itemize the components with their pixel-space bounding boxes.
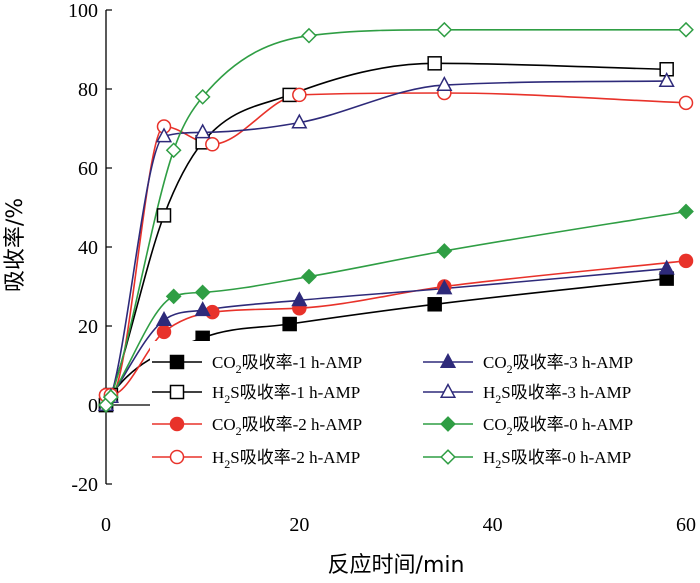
y-tick-label: 100 <box>68 0 98 22</box>
data-point-4-4 <box>291 291 308 307</box>
legend-label: CO2吸收率-3 h-AMP <box>483 353 633 376</box>
data-point-4-3 <box>194 301 211 317</box>
legend-label: H2S吸收率-1 h-AMP <box>212 383 360 406</box>
data-point-6-5 <box>436 243 453 259</box>
data-point-7-3 <box>194 89 211 105</box>
data-point-0-3 <box>282 316 297 332</box>
legend: CO2吸收率-1 h-AMP CO2吸收率-3 h-AMP H2S吸收率-1 h-A… <box>150 341 695 477</box>
data-point-2-2 <box>156 324 172 340</box>
legend-background <box>150 341 695 477</box>
data-point-5-3 <box>194 123 211 139</box>
data-point-7-2 <box>165 142 182 159</box>
data-point-3-6 <box>678 95 694 111</box>
legend-label: H2S吸收率-2 h-AMP <box>212 448 360 471</box>
legend-marker <box>169 384 185 400</box>
legend-marker <box>439 352 457 368</box>
legend-item: CO2吸收率-1 h-AMP <box>152 353 362 376</box>
data-point-7-1 <box>102 389 119 405</box>
data-point-1-2 <box>156 208 172 223</box>
legend-marker <box>169 416 185 432</box>
legend-marker <box>169 354 185 370</box>
data-point-6-2 <box>165 288 182 305</box>
data-point-4-6 <box>658 259 675 275</box>
legend-item: H2S吸收率-1 h-AMP <box>152 383 360 406</box>
plot-area <box>97 9 694 485</box>
data-point-5-4 <box>291 113 308 129</box>
y-tick-label: 80 <box>78 79 98 101</box>
legend-item: CO2吸收率-0 h-AMP <box>423 415 633 438</box>
legend-marker <box>440 449 456 465</box>
x-tick-label: 60 <box>676 514 696 536</box>
series-curve-2 <box>106 260 687 396</box>
data-point-0-4 <box>427 297 442 312</box>
data-point-5-6 <box>658 72 675 88</box>
legend-item: H2S吸收率-3 h-AMP <box>423 382 631 406</box>
data-point-6-6 <box>678 203 694 220</box>
y-tick-label: 40 <box>78 237 98 259</box>
series-curve-3 <box>106 92 687 396</box>
data-point-1-5 <box>427 56 442 71</box>
data-point-5-5 <box>436 75 453 91</box>
data-point-7-5 <box>436 21 453 38</box>
data-point-4-2 <box>155 311 173 327</box>
series-curve-5 <box>105 80 667 406</box>
legend-label: CO2吸收率-0 h-AMP <box>483 415 633 438</box>
data-point-6-3 <box>194 284 211 301</box>
x-tick-label: 0 <box>101 514 111 536</box>
data-point-6-4 <box>301 268 317 285</box>
y-tick-label: -20 <box>71 474 98 496</box>
data-point-7-6 <box>678 21 694 38</box>
legend-label: CO2吸收率-2 h-AMP <box>212 415 362 438</box>
data-point-3-3 <box>205 137 220 152</box>
x-tick-label: 20 <box>289 514 309 536</box>
legend-label: H2S吸收率-0 h-AMP <box>483 448 631 471</box>
data-point-7-4 <box>301 27 317 44</box>
data-point-2-6 <box>678 253 694 269</box>
legend-item: CO2吸收率-2 h-AMP <box>152 415 362 438</box>
legend-label: CO2吸收率-1 h-AMP <box>212 353 362 376</box>
data-point-5-2 <box>155 127 173 143</box>
y-tick-label: 60 <box>78 158 98 180</box>
legend-item: CO2吸收率-3 h-AMP <box>423 352 633 376</box>
legend-label: H2S吸收率-3 h-AMP <box>483 383 631 406</box>
series-curve-7 <box>105 28 686 406</box>
legend-item: H2S吸收率-2 h-AMP <box>152 448 360 471</box>
series-curve-6 <box>105 210 687 406</box>
data-markers <box>97 21 694 413</box>
legend-item: H2S吸收率-0 h-AMP <box>423 448 631 471</box>
legend-marker <box>169 449 185 465</box>
data-point-3-4 <box>292 87 307 103</box>
y-tick-label: 0 <box>88 395 98 417</box>
legend-marker <box>439 382 457 398</box>
legend-marker <box>440 416 456 432</box>
x-tick-label: 40 <box>483 514 503 536</box>
y-axis-title: 吸收率/% <box>3 198 28 292</box>
x-axis-title: 反应时间/min <box>328 553 465 578</box>
data-point-4-5 <box>436 279 453 295</box>
y-tick-label: 20 <box>78 316 98 338</box>
